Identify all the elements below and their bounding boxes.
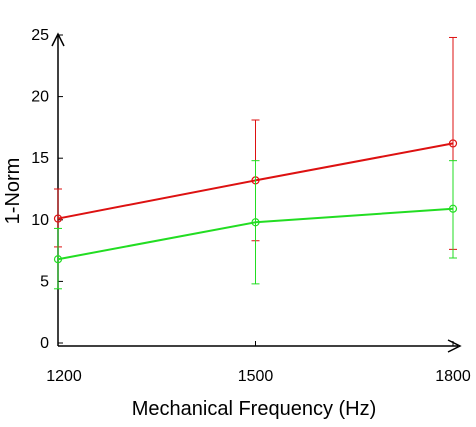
data-point xyxy=(448,204,458,213)
data-point xyxy=(53,214,63,223)
x-axis-label: Mechanical Frequency (Hz) xyxy=(132,398,377,420)
y-tick-label: 15 xyxy=(31,150,49,167)
y-ticks: 0 5 10 15 20 25 xyxy=(31,27,63,352)
y-tick-label: 25 xyxy=(31,27,49,44)
series-line xyxy=(57,207,454,261)
x-tick-label: 1500 xyxy=(238,368,274,385)
y-axis-arrow-icon xyxy=(51,32,65,47)
data-point xyxy=(251,218,260,227)
y-tick-label: 20 xyxy=(31,89,49,106)
data-point xyxy=(448,139,458,148)
y-tick-label: 10 xyxy=(31,212,49,229)
series-group xyxy=(53,36,458,290)
y-tick-label: 5 xyxy=(40,273,49,290)
x-axis-arrow-icon xyxy=(447,339,462,353)
x-ticks: 1200 1500 1800 xyxy=(46,341,471,385)
x-tick-label: 1200 xyxy=(46,368,82,385)
data-point xyxy=(53,255,63,264)
y-tick-label: 0 xyxy=(40,335,49,352)
x-tick-label: 1800 xyxy=(435,368,471,385)
y-axis-label: 1-Norm xyxy=(2,158,24,225)
series-2 xyxy=(53,160,458,290)
